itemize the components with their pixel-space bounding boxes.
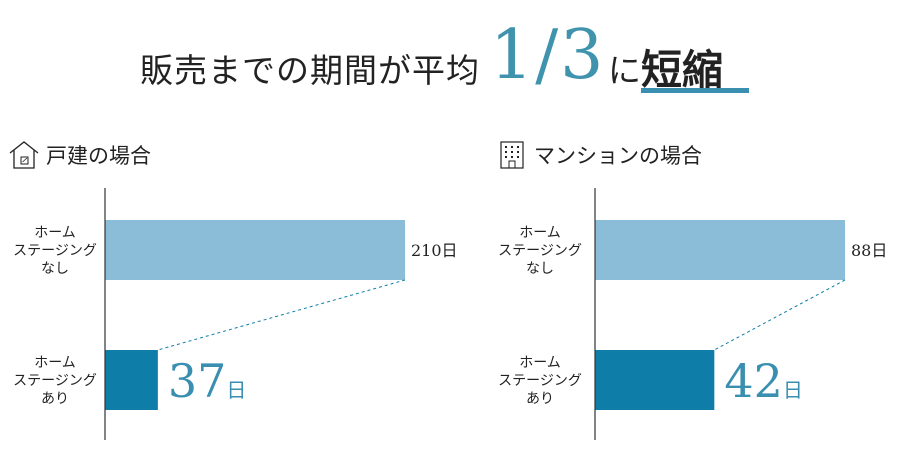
data-label-unit: 日 (871, 241, 887, 260)
data-label-value: 37 (168, 354, 227, 408)
bar-with-staging (105, 350, 158, 410)
category-label-line: なし (526, 261, 554, 277)
comparison-connector (714, 279, 846, 351)
bar-without-staging (105, 220, 405, 280)
house-icon (8, 140, 40, 170)
data-label: 37日 (168, 354, 247, 408)
building-icon (496, 140, 528, 170)
comparison-connector (157, 279, 406, 351)
category-label-line: あり (41, 391, 69, 407)
headline-underline (641, 88, 749, 93)
data-label: 210日 (411, 241, 458, 260)
headline-particle: に (608, 51, 641, 90)
section-title-house: 戸建の場合 (46, 144, 151, 168)
category-label-line: ステージング (498, 243, 582, 259)
headline-emphasis: 短縮 (641, 46, 723, 94)
category-label-line: あり (526, 391, 554, 407)
category-label: ホームステージングなし (498, 225, 582, 277)
category-label-line: ホーム (519, 225, 561, 241)
category-label: ホームステージングなし (13, 225, 97, 277)
bar-without-staging (595, 220, 845, 280)
data-label-value: 42 (724, 354, 783, 408)
section-title-building: マンションの場合 (534, 144, 702, 168)
headline: 販売までの期間が平均 1/3 に 短縮 (0, 14, 900, 95)
category-label-line: なし (41, 261, 69, 277)
category-label-line: ステージング (13, 243, 97, 259)
category-label-line: ホーム (34, 355, 76, 371)
headline-prefix: 販売までの期間が平均 (140, 51, 480, 90)
data-label-unit: 日 (226, 378, 246, 402)
bar-with-staging (595, 350, 715, 410)
data-label: 42日 (724, 354, 803, 408)
data-label-unit: 日 (442, 241, 458, 260)
category-label-line: ホーム (34, 225, 76, 241)
category-label-line: ホーム (519, 355, 561, 371)
data-label-value: 210 (411, 241, 442, 260)
headline-fraction: 1/3 (490, 16, 606, 95)
data-label-unit: 日 (783, 378, 803, 402)
data-label: 88日 (851, 241, 887, 260)
category-label-line: ステージング (498, 373, 582, 389)
category-label-line: ステージング (13, 373, 97, 389)
section-header-house: 戸建の場合 (8, 140, 151, 170)
category-label: ホームステージングあり (13, 355, 97, 407)
category-label: ホームステージングあり (498, 355, 582, 407)
section-header-building: マンションの場合 (496, 140, 702, 170)
data-label-value: 88 (851, 241, 871, 260)
